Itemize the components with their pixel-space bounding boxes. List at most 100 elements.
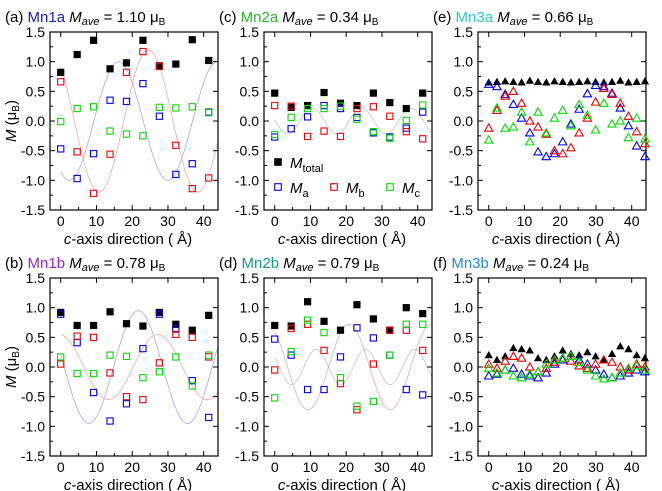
data-point-ma bbox=[57, 310, 65, 318]
panel-mn1a: (a) Mn1a Mave = 1.10 μB0 10 20 30 40-1.5-1.0… bbox=[3, 9, 219, 248]
data-point-mc bbox=[57, 353, 65, 361]
x-tick-label: 0 bbox=[271, 459, 279, 475]
data-point-total bbox=[558, 346, 567, 354]
data-point-mc bbox=[122, 130, 131, 138]
mave-symbol: M bbox=[69, 255, 82, 272]
data-point-ma bbox=[623, 120, 634, 130]
data-point-mb bbox=[320, 127, 328, 135]
data-point-total bbox=[509, 77, 518, 85]
data-point-mc bbox=[139, 374, 147, 382]
series-mb bbox=[57, 47, 213, 198]
data-point-ma bbox=[574, 103, 585, 113]
data-point-mc bbox=[353, 402, 361, 410]
y-tick-label: -1.5 bbox=[21, 202, 45, 218]
x-tick-label: 10 bbox=[517, 459, 533, 475]
data-point-mc bbox=[369, 397, 378, 406]
data-point-mb bbox=[205, 174, 213, 182]
y-axis-label: M (μB) bbox=[3, 100, 22, 142]
data-point-ma bbox=[565, 118, 577, 128]
data-point-total bbox=[320, 88, 328, 97]
y-tick-label: -1.0 bbox=[449, 418, 473, 434]
series-mc bbox=[483, 97, 651, 146]
mave-symbol: M bbox=[493, 255, 506, 272]
data-point-mb bbox=[606, 357, 618, 366]
data-point-total bbox=[155, 308, 163, 317]
panel-title: (e) Mn3a Mave = 0.66 μB bbox=[433, 9, 594, 28]
data-point-mc bbox=[508, 370, 519, 380]
data-point-ma bbox=[172, 170, 180, 179]
data-point-total bbox=[419, 89, 427, 97]
data-point-total bbox=[57, 308, 65, 317]
y-axis-label-subscript: B bbox=[11, 105, 22, 112]
data-point-total bbox=[73, 50, 81, 59]
data-point-mb bbox=[57, 78, 65, 86]
mave-value: = 0.34 bbox=[313, 9, 363, 26]
x-axis-label-text: -axis direction ( Å) bbox=[285, 477, 406, 491]
data-point-ma bbox=[541, 367, 552, 377]
x-axis-label-italic: c bbox=[278, 477, 286, 491]
mave-symbol: M bbox=[69, 9, 82, 26]
series-total bbox=[57, 308, 213, 334]
data-point-total bbox=[172, 60, 180, 68]
series-mc bbox=[483, 351, 651, 383]
data-point-total bbox=[542, 78, 551, 86]
data-point-mc bbox=[320, 104, 328, 113]
series-mc bbox=[57, 351, 213, 390]
y-tick-label: 0.5 bbox=[26, 83, 46, 99]
data-point-mc bbox=[606, 372, 618, 382]
data-point-total bbox=[205, 311, 213, 319]
mave-unit: μ bbox=[150, 9, 159, 26]
data-point-mb bbox=[615, 361, 626, 371]
legend-mb-symbol: M bbox=[346, 180, 359, 197]
data-point-mc bbox=[353, 115, 361, 123]
data-point-total bbox=[90, 36, 98, 44]
y-axis-label-italic: M bbox=[3, 375, 20, 388]
data-point-ma bbox=[106, 417, 114, 425]
data-point-mb bbox=[639, 138, 651, 148]
legend-ma-label: Ma bbox=[290, 180, 310, 200]
data-point-mb bbox=[172, 330, 180, 339]
data-point-ma bbox=[271, 133, 279, 141]
y-tick-label: -1.5 bbox=[449, 202, 473, 218]
mave-unit: μ bbox=[150, 255, 159, 272]
data-point-total bbox=[575, 350, 584, 359]
y-tick-label: 1.5 bbox=[26, 24, 46, 40]
data-point-mb bbox=[287, 324, 295, 333]
mave-value: = 0.24 bbox=[523, 255, 573, 272]
mave-symbol: M bbox=[497, 9, 510, 26]
data-point-ma bbox=[598, 81, 609, 91]
y-tick-label: 1.5 bbox=[240, 270, 260, 286]
data-point-ma bbox=[402, 385, 410, 394]
y-axis-label-text: (μ bbox=[3, 112, 20, 130]
data-point-ma bbox=[639, 366, 651, 376]
panel-label: (a) bbox=[5, 9, 23, 26]
x-axis-label-text: -axis direction ( Å) bbox=[499, 231, 620, 248]
data-point-mb bbox=[73, 148, 81, 156]
y-tick-label: 0.0 bbox=[240, 113, 260, 129]
y-tick-label: 1.0 bbox=[26, 300, 46, 316]
data-point-ma bbox=[386, 351, 394, 359]
data-point-mc bbox=[582, 109, 593, 119]
data-point-mb bbox=[122, 68, 131, 76]
x-axis-label-text: -axis direction ( Å) bbox=[499, 477, 620, 491]
data-point-total bbox=[386, 99, 394, 107]
y-tick-label: 1.5 bbox=[454, 270, 474, 286]
data-point-total bbox=[583, 77, 592, 85]
data-point-total bbox=[57, 68, 65, 76]
data-point-mc bbox=[106, 351, 114, 359]
data-point-mc bbox=[549, 354, 560, 364]
data-point-total bbox=[525, 76, 534, 84]
data-point-total bbox=[583, 348, 592, 356]
data-point-mc bbox=[541, 358, 552, 368]
data-point-mc bbox=[369, 128, 378, 136]
x-axis-label-italic: c bbox=[492, 477, 500, 491]
panel-title: (a) Mn1a Mave = 1.10 μB bbox=[5, 9, 166, 28]
data-point-mc bbox=[336, 102, 345, 110]
data-point-mc bbox=[402, 320, 410, 328]
data-point-mc bbox=[73, 369, 81, 378]
legend-total-subscript: total bbox=[303, 163, 324, 175]
data-point-mc bbox=[623, 362, 634, 372]
series-total bbox=[484, 76, 650, 86]
x-tick-label: 0 bbox=[485, 459, 493, 475]
